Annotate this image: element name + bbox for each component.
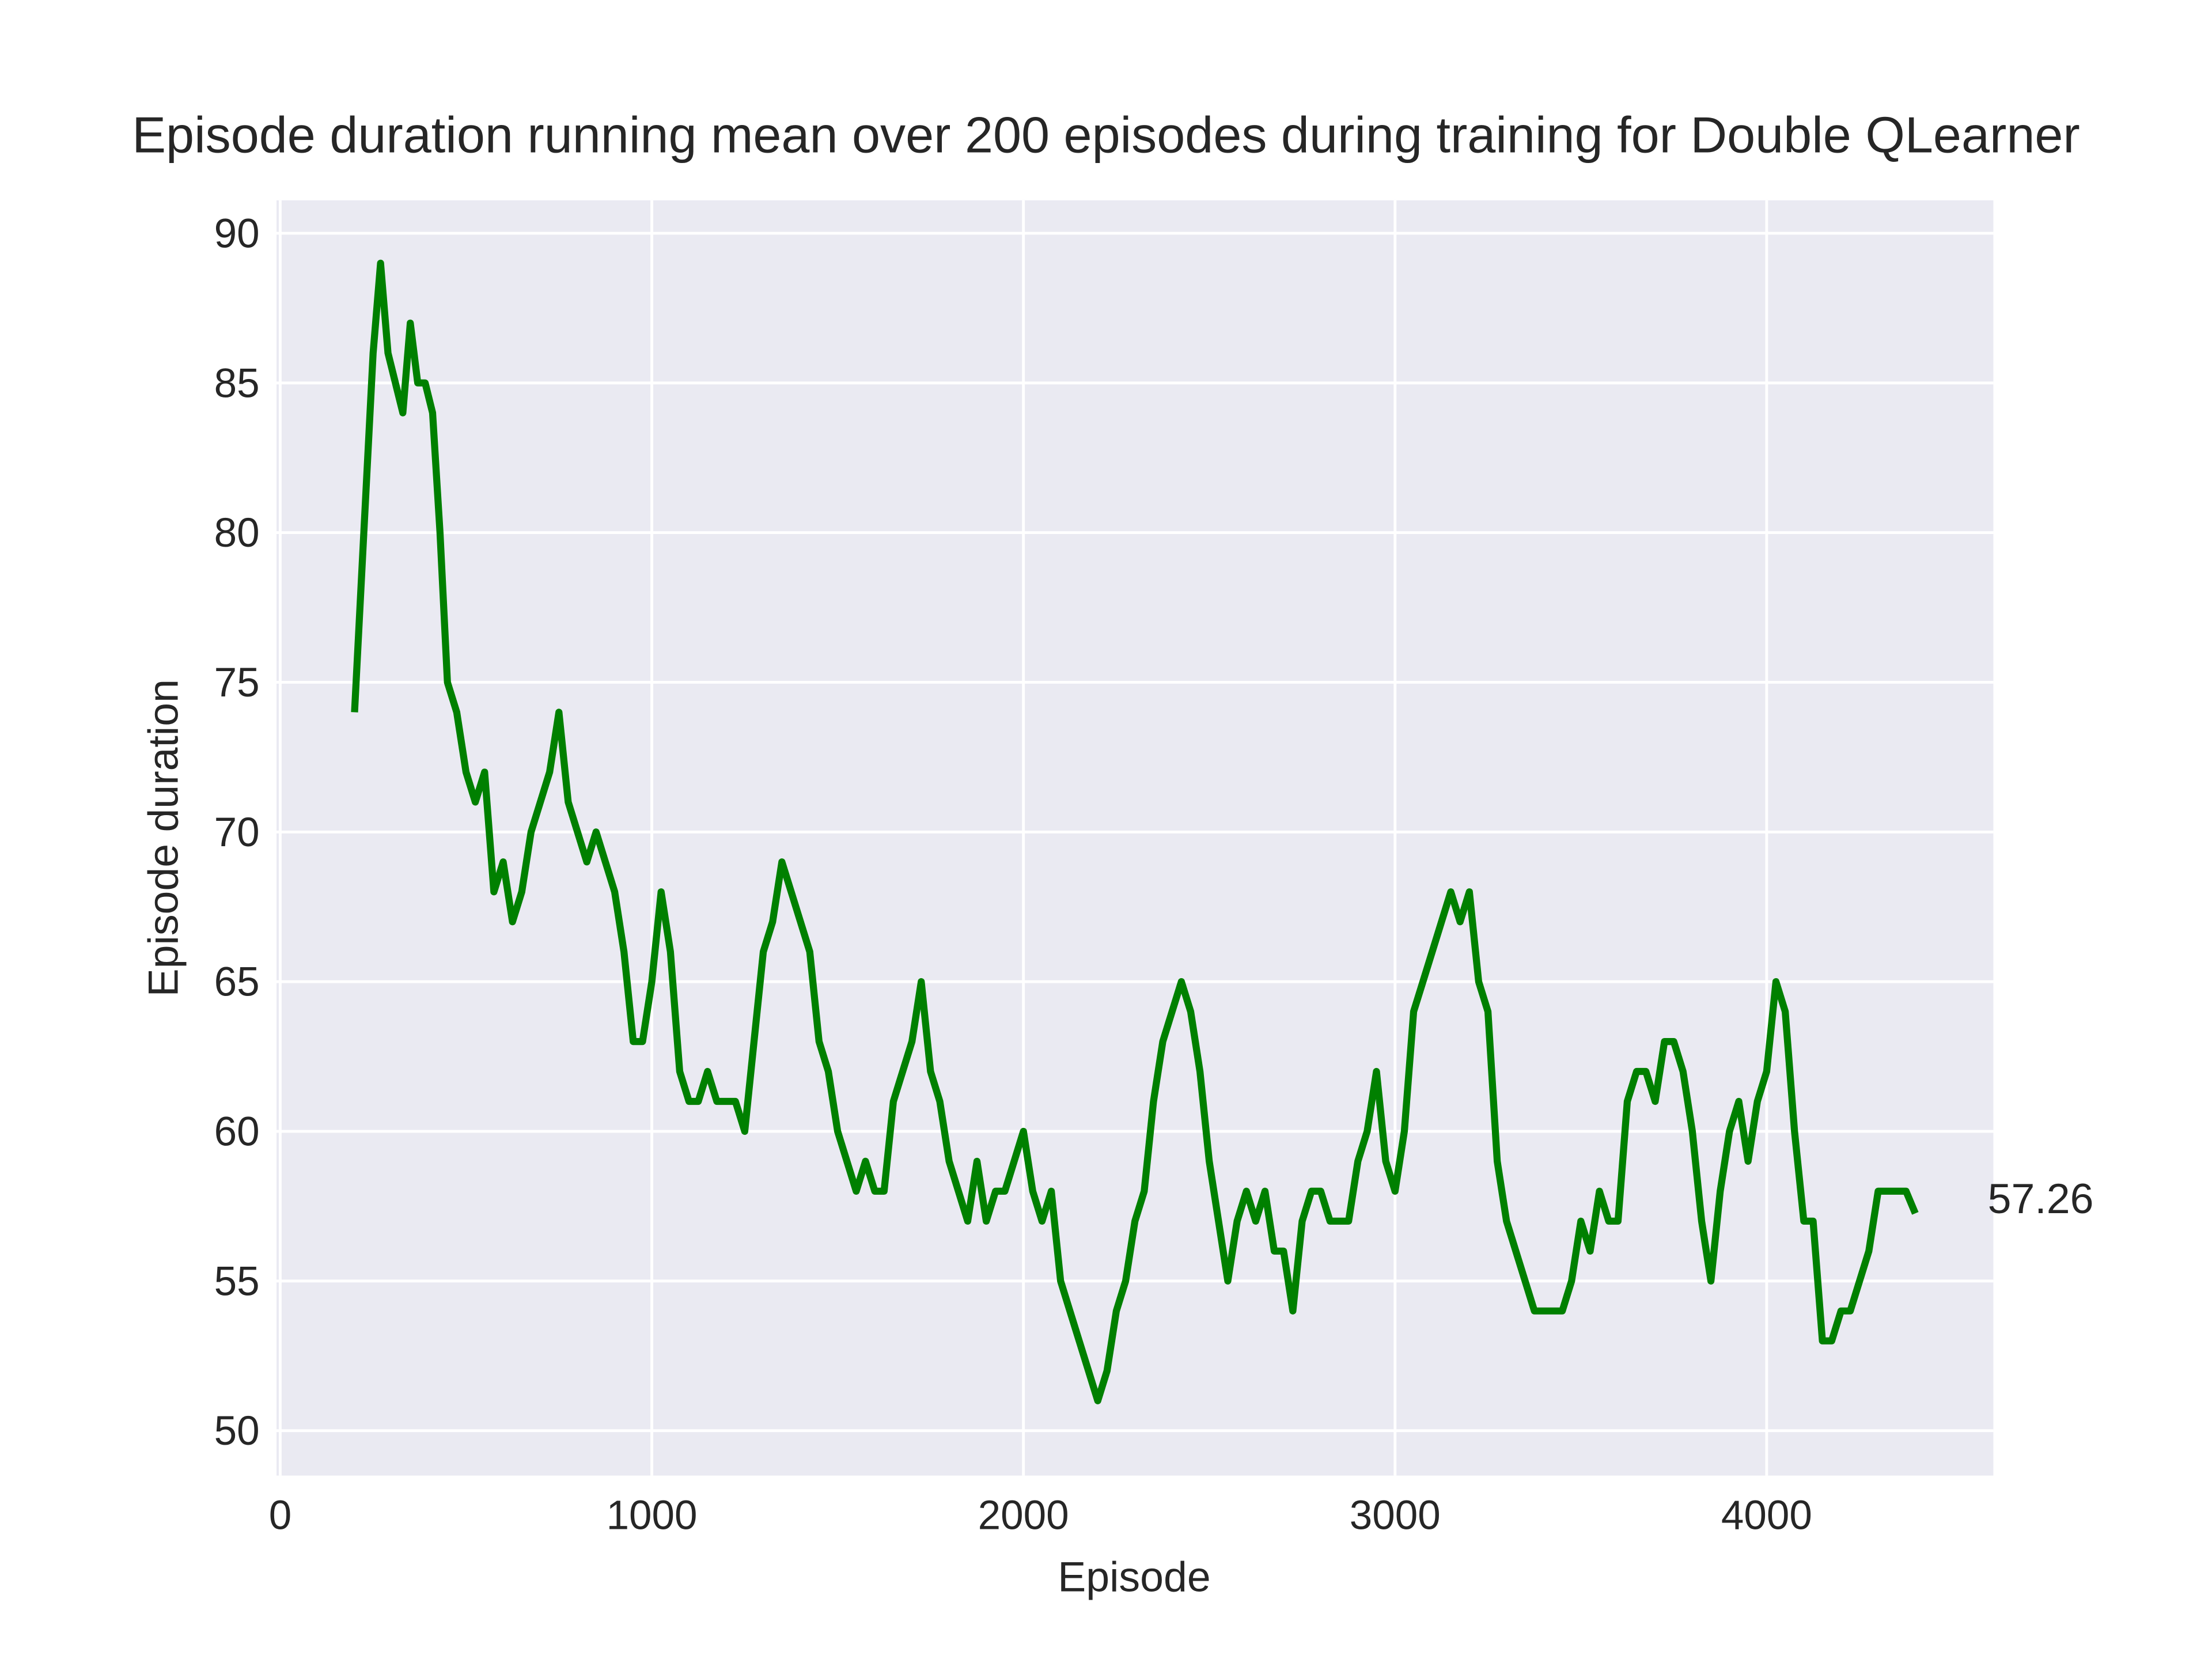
- x-tick-label: 4000: [1721, 1493, 1812, 1539]
- y-tick-label: 90: [214, 211, 260, 256]
- y-tick-label: 70: [214, 810, 260, 855]
- x-axis-label: Episode: [1058, 1552, 1210, 1600]
- y-tick-label: 55: [214, 1259, 260, 1304]
- y-tick-label: 80: [214, 510, 260, 556]
- data-line: [351, 259, 1919, 1404]
- x-tick-label: 2000: [978, 1493, 1069, 1539]
- x-tick-label: 3000: [1350, 1493, 1441, 1539]
- y-tick-label: 75: [214, 660, 260, 706]
- y-tick-label: 65: [214, 960, 260, 1005]
- y-tick-label: 85: [214, 361, 260, 406]
- y-tick-label: 60: [214, 1109, 260, 1154]
- y-axis-label: Episode duration: [139, 679, 187, 997]
- y-tick-label: 50: [214, 1408, 260, 1454]
- annotation: 57.26: [1988, 1175, 2094, 1222]
- chart-title: Episode duration running mean over 200 e…: [132, 106, 2080, 163]
- plot-background: [276, 200, 1994, 1476]
- x-tick-label: 0: [269, 1493, 292, 1539]
- x-tick-label: 1000: [607, 1493, 698, 1539]
